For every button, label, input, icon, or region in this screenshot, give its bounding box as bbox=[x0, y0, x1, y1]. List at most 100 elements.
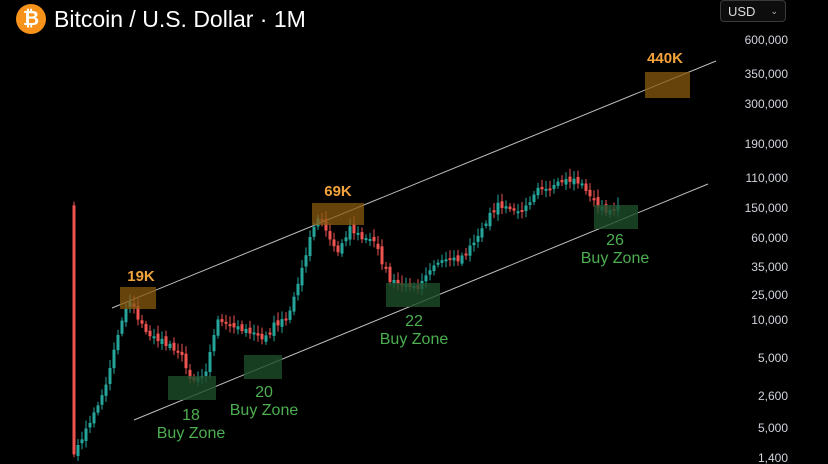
upper-channel-line bbox=[111, 60, 717, 309]
candle-body bbox=[552, 184, 556, 189]
candle-body bbox=[260, 333, 264, 340]
price-axis-tick-label: 300,000 bbox=[745, 97, 789, 111]
candle-body bbox=[340, 243, 344, 254]
candle-body bbox=[496, 202, 500, 215]
candle-body bbox=[80, 439, 84, 444]
candle-body bbox=[596, 197, 600, 208]
candle-body bbox=[208, 351, 212, 373]
candle-body bbox=[448, 258, 452, 261]
peak-label: 19K bbox=[127, 268, 155, 285]
candle-body bbox=[152, 336, 156, 339]
candle-body bbox=[144, 323, 148, 333]
candle-body bbox=[300, 267, 304, 286]
candle-body bbox=[524, 205, 528, 212]
candle-body bbox=[336, 245, 340, 253]
candle-body bbox=[136, 305, 140, 320]
candle-body bbox=[584, 183, 588, 192]
candle-body bbox=[352, 224, 356, 234]
peak-box bbox=[645, 72, 690, 98]
price-axis-tick-label: 150,000 bbox=[745, 201, 789, 215]
candle-body bbox=[108, 368, 112, 384]
candle-body bbox=[244, 328, 248, 333]
candle-body bbox=[456, 255, 460, 262]
candle-body bbox=[472, 242, 476, 246]
candle-body bbox=[428, 270, 432, 275]
price-axis-tick-label: 60,000 bbox=[751, 231, 788, 245]
candle-body bbox=[280, 319, 284, 327]
buy-zone-box bbox=[386, 283, 440, 307]
currency-select[interactable]: USD ⌄ bbox=[720, 0, 786, 22]
candle-body bbox=[296, 283, 300, 296]
candle-body bbox=[572, 178, 576, 185]
price-axis-tick-label: 5,000 bbox=[758, 351, 788, 365]
candle-body bbox=[492, 210, 496, 213]
candle-body bbox=[592, 198, 596, 201]
candle-body bbox=[84, 428, 88, 441]
candle-body bbox=[180, 351, 184, 356]
bitcoin-icon: ₿ bbox=[16, 4, 46, 34]
peak-box bbox=[120, 287, 156, 309]
candle-body bbox=[548, 188, 552, 191]
candle-body bbox=[468, 245, 472, 256]
candle-body bbox=[488, 212, 492, 227]
candle-body bbox=[124, 308, 128, 323]
candle-body bbox=[76, 444, 80, 457]
candle-body bbox=[216, 319, 220, 336]
price-axis-tick-label: 5,000 bbox=[758, 421, 788, 435]
candle-body bbox=[504, 206, 508, 209]
peak-label: 69K bbox=[324, 183, 352, 200]
candle-body bbox=[380, 246, 384, 265]
candle-body bbox=[140, 320, 144, 324]
candle-body bbox=[168, 343, 172, 349]
candle-body bbox=[116, 334, 120, 351]
candle-body bbox=[348, 226, 352, 240]
price-axis-tick-label: 600,000 bbox=[745, 33, 789, 47]
buy-zone-year: 18 bbox=[182, 407, 200, 424]
buy-zone-box bbox=[168, 376, 216, 400]
candle-body bbox=[452, 257, 456, 261]
buy-zone-year: 20 bbox=[255, 384, 273, 401]
chart-title: Bitcoin / U.S. Dollar · 1M bbox=[54, 5, 306, 32]
candle-body bbox=[396, 279, 400, 285]
candle-body bbox=[184, 353, 188, 369]
candle-body bbox=[100, 395, 104, 405]
price-axis-tick-label: 2,600 bbox=[758, 389, 788, 403]
candle-body bbox=[476, 235, 480, 242]
candle-body bbox=[532, 194, 536, 203]
candle-body bbox=[544, 188, 548, 191]
candle-body bbox=[332, 239, 336, 247]
candle-body bbox=[484, 223, 488, 226]
buy-zone-label: Buy Zone bbox=[581, 250, 650, 267]
candle-body bbox=[204, 371, 208, 376]
candle-body bbox=[480, 228, 484, 238]
candle-body bbox=[440, 260, 444, 263]
candle-body bbox=[560, 180, 564, 183]
candle-body bbox=[356, 232, 360, 235]
candle-body bbox=[256, 333, 260, 336]
candle-body bbox=[564, 179, 568, 185]
candle-body bbox=[540, 186, 544, 190]
candle-body bbox=[172, 342, 176, 351]
candle-body bbox=[424, 275, 428, 282]
candle-body bbox=[248, 327, 252, 334]
candle-body bbox=[264, 335, 268, 342]
price-axis-tick-label: 1,400 bbox=[758, 451, 788, 464]
candle-body bbox=[88, 422, 92, 428]
chart-header: ₿ Bitcoin / U.S. Dollar · 1M bbox=[16, 4, 306, 34]
peak-box bbox=[312, 203, 364, 225]
candle-body bbox=[372, 236, 376, 242]
buy-zone-label: Buy Zone bbox=[157, 425, 226, 442]
candle-body bbox=[148, 330, 152, 337]
candle-body bbox=[240, 324, 244, 332]
candle-body bbox=[276, 320, 280, 326]
candle-body bbox=[576, 176, 580, 184]
candle-body bbox=[444, 259, 448, 262]
price-axis-tick-label: 110,000 bbox=[746, 171, 789, 185]
candle-body bbox=[104, 384, 108, 396]
candle-body bbox=[228, 324, 232, 327]
candle-body bbox=[220, 319, 224, 323]
candle-body bbox=[384, 266, 388, 269]
chevron-down-icon: ⌄ bbox=[770, 5, 778, 16]
candle-body bbox=[160, 338, 164, 344]
